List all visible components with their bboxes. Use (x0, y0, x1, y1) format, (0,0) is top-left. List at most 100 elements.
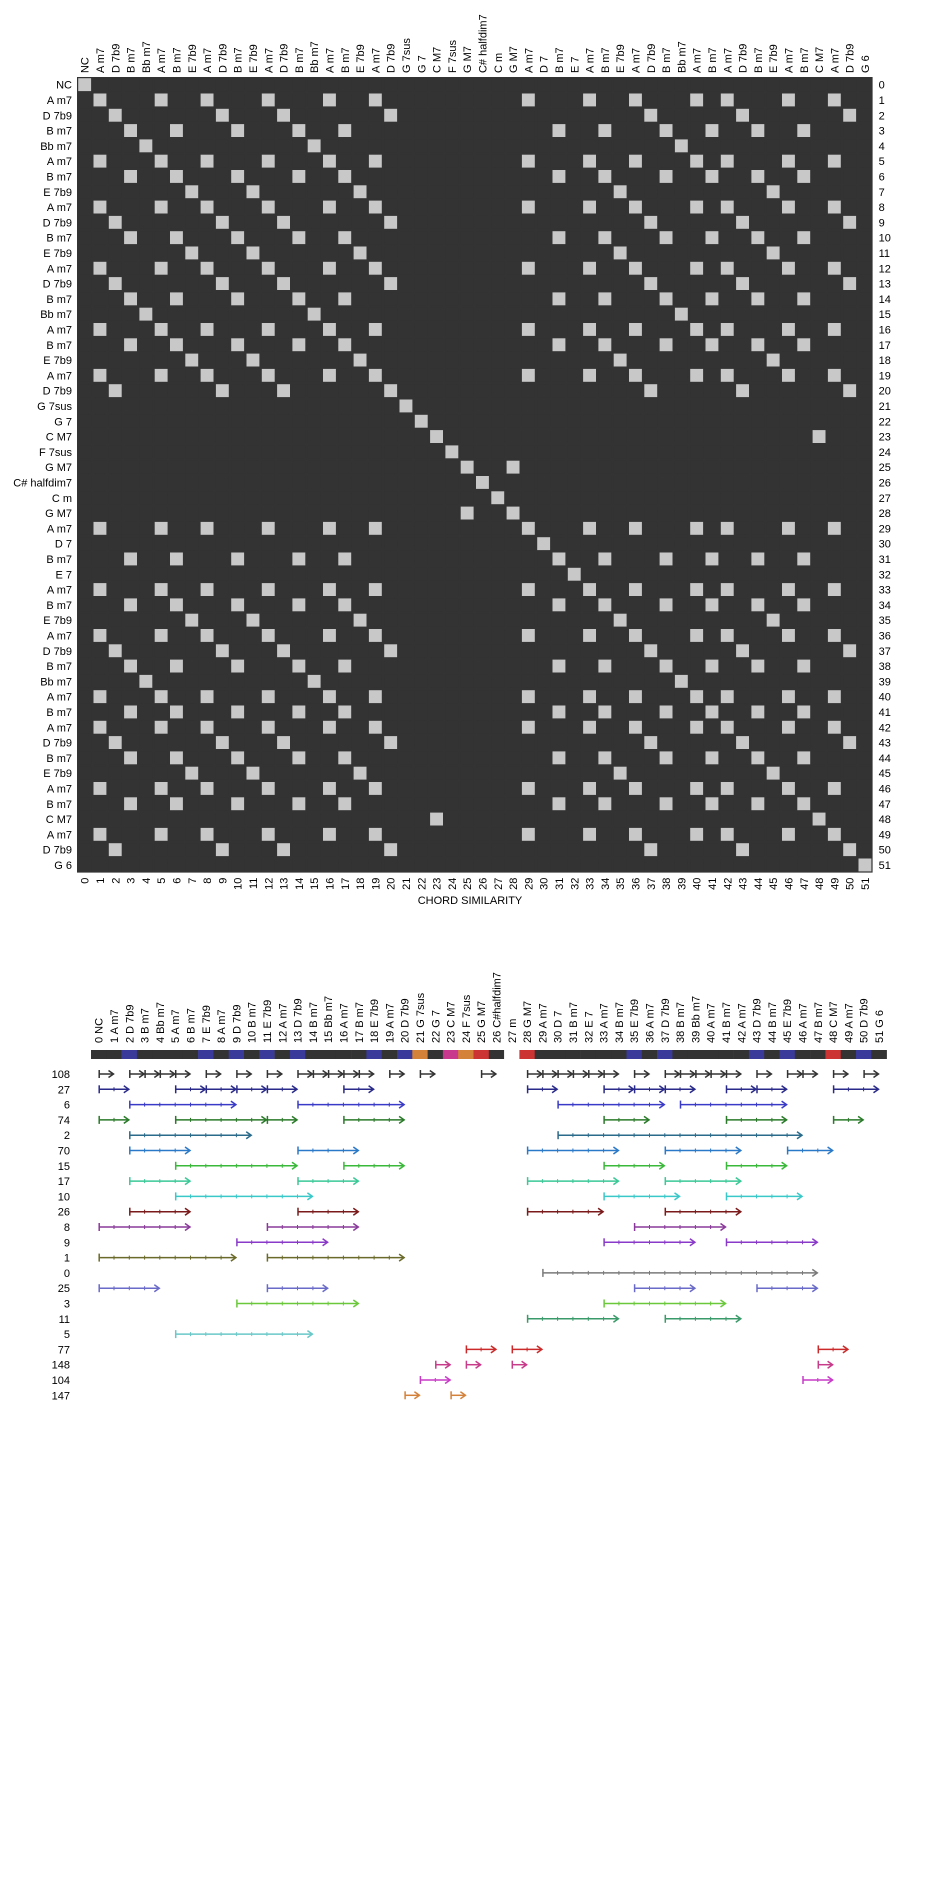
row-label: D 7b9 (43, 845, 72, 857)
matrix-cell (827, 613, 841, 627)
matrix-cell (323, 583, 336, 596)
timeline-strip-cell (718, 1050, 734, 1059)
matrix-cell (506, 598, 520, 612)
matrix-cell (277, 445, 290, 459)
matrix-cell (797, 858, 811, 872)
matrix-cell (78, 843, 92, 857)
matrix-cell (843, 399, 857, 413)
matrix-cell (78, 215, 92, 229)
matrix-cell (537, 766, 551, 780)
matrix-cell (154, 200, 168, 214)
matrix-cell (414, 215, 428, 229)
matrix-cell (644, 200, 658, 214)
column-index-label: 26 (477, 878, 489, 890)
matrix-cell (108, 521, 122, 535)
matrix-cell (323, 736, 336, 749)
matrix-cell (399, 445, 413, 459)
matrix-cell (506, 537, 520, 551)
column-label: A m7 (692, 48, 704, 73)
matrix-cell (414, 460, 428, 474)
matrix-cell (93, 246, 107, 260)
matrix-cell (506, 674, 520, 688)
matrix-cell (78, 537, 92, 551)
arrow-segment (98, 1115, 131, 1125)
matrix-cell (766, 185, 780, 199)
matrix-cell (629, 858, 642, 872)
matrix-cell (384, 292, 398, 306)
matrix-cell (812, 124, 826, 137)
matrix-cell (307, 170, 321, 183)
timeline-strip-cell (182, 1050, 199, 1059)
matrix-cell (277, 537, 290, 551)
matrix-cell (108, 170, 122, 183)
matrix-cell (812, 720, 826, 734)
matrix-cell (414, 751, 428, 765)
matrix-cell (261, 766, 275, 780)
matrix-cell (720, 170, 734, 183)
matrix-cell (613, 430, 627, 443)
matrix-cell (124, 185, 137, 199)
matrix-cell (307, 674, 321, 688)
matrix-cell (231, 567, 245, 581)
matrix-cell (414, 445, 428, 459)
matrix-cell (368, 215, 382, 229)
matrix-cell (613, 261, 627, 275)
matrix-cell (323, 323, 336, 336)
matrix-cell (139, 797, 153, 811)
matrix-cell (705, 797, 719, 811)
matrix-cell (292, 521, 306, 535)
matrix-cell (292, 170, 306, 183)
matrix-cell (827, 414, 841, 428)
matrix-cell (414, 185, 428, 199)
matrix-cell (93, 491, 107, 505)
matrix-cell (231, 843, 245, 857)
arrow-segment (603, 1161, 666, 1170)
matrix-cell (506, 629, 520, 642)
column-label: A m7 (829, 48, 841, 73)
matrix-cell (567, 170, 581, 183)
matrix-cell (338, 338, 352, 352)
column-index-label: 17 (340, 878, 352, 890)
row-label: C m (52, 493, 72, 505)
matrix-cell (93, 139, 107, 153)
matrix-cell (506, 506, 520, 520)
matrix-cell (170, 843, 183, 857)
matrix-cell (307, 629, 321, 642)
matrix-cell (231, 185, 245, 199)
matrix-cell (720, 368, 734, 382)
matrix-cell (353, 200, 367, 214)
row-index-label: 32 (879, 569, 891, 581)
matrix-cell (261, 583, 275, 596)
matrix-cell (736, 323, 749, 336)
matrix-cell (629, 598, 642, 612)
matrix-cell (476, 491, 489, 505)
matrix-cell (353, 858, 367, 872)
arrow-segment (358, 1069, 375, 1079)
timeline-strip-cell (167, 1050, 184, 1059)
matrix-cell (185, 827, 199, 841)
column-index-label: 29 (523, 878, 535, 890)
matrix-cell (139, 93, 153, 107)
matrix-cell (690, 323, 704, 336)
matrix-cell (812, 476, 826, 489)
arrow-segment (526, 1069, 544, 1079)
row-index-label: 27 (879, 493, 891, 505)
matrix-cell (552, 124, 566, 137)
matrix-cell (705, 460, 719, 474)
timeline-strip-cell (228, 1050, 245, 1059)
column-index-label: 49 (829, 878, 841, 890)
matrix-cell (231, 200, 245, 214)
matrix-cell (644, 552, 658, 566)
column-index-label: 6 (172, 878, 184, 884)
matrix-cell (552, 659, 566, 673)
matrix-cell (583, 720, 596, 734)
matrix-cell (78, 812, 92, 826)
matrix-cell (246, 353, 260, 367)
matrix-cell (384, 170, 398, 183)
matrix-cell (506, 384, 520, 398)
matrix-cell (231, 705, 245, 719)
matrix-cell (246, 78, 260, 92)
matrix-cell (674, 231, 688, 245)
matrix-cell (307, 858, 321, 872)
matrix-cell (185, 552, 199, 566)
